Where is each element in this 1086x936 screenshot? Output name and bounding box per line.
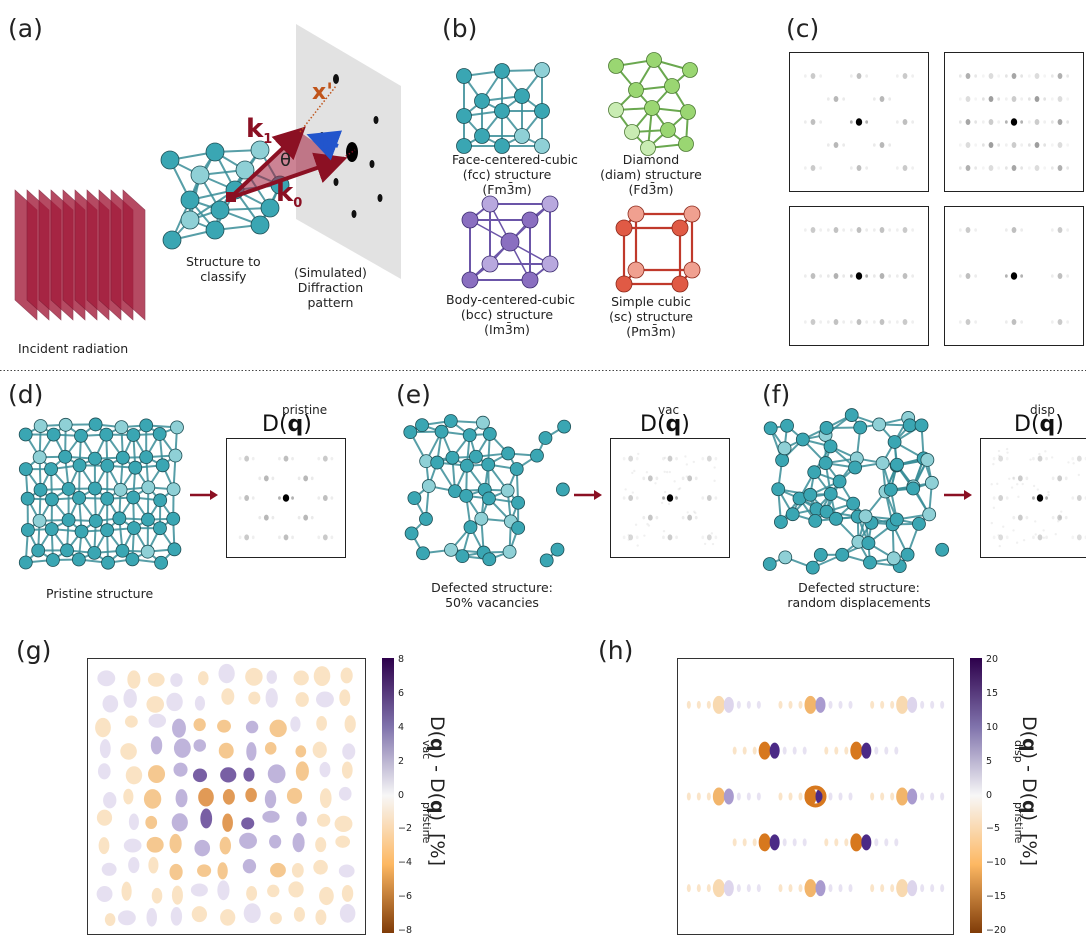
displacement-structure xyxy=(762,408,950,575)
d-pristine-label: D(q) xyxy=(262,412,312,437)
panel-label-h: (h) xyxy=(598,636,634,665)
diffraction-diam xyxy=(944,52,1084,192)
sc-structure xyxy=(615,205,701,293)
panel-label-c: (c) xyxy=(786,14,820,43)
colorbar-h xyxy=(970,658,982,933)
d-disp-sup: disp xyxy=(1030,403,1055,417)
incident-radiation-caption: Incident radiation xyxy=(18,341,129,356)
arrow-d xyxy=(190,490,218,500)
theta-label: θ xyxy=(280,150,292,171)
vacancy-structure xyxy=(403,414,572,568)
pattern-caption: (Simulated) Diffraction pattern xyxy=(294,265,367,310)
diamond-structure xyxy=(608,52,698,156)
colorbar-tick: −6 xyxy=(398,891,413,903)
heatmap-vac xyxy=(87,658,366,935)
panel-label-a: (a) xyxy=(8,14,43,43)
arrow-e xyxy=(574,490,602,500)
xprime-label: x' xyxy=(312,80,333,105)
colorbar-tick: −2 xyxy=(398,823,413,835)
colorbar-tick: −20 xyxy=(986,925,1007,936)
diffraction-fcc xyxy=(789,52,929,192)
colorbar-tick: 10 xyxy=(986,721,999,733)
diffraction-vac xyxy=(610,438,730,558)
colorbar-tick: −15 xyxy=(986,891,1007,903)
diffraction-sc xyxy=(944,206,1084,346)
bcc-caption: Body-centered-cubic (bcc) structure (Im3̄m… xyxy=(446,292,575,337)
colorbar-g-label: D(q) - D(q) [%] vac pristine xyxy=(420,716,448,867)
panel-label-d: (d) xyxy=(8,380,44,409)
k1-label: k1 xyxy=(246,114,273,148)
displacement-caption: Defected structure: random displacements xyxy=(787,580,931,610)
fcc-caption: Face-centered-cubic (fcc) structure (Fm3̄m… xyxy=(452,152,578,197)
colorbar-h-label: D(q) - D(q) [%] disp pristine xyxy=(1012,716,1040,867)
colorbar-tick: 2 xyxy=(398,755,405,767)
arrow-f xyxy=(944,490,972,500)
pristine-structure xyxy=(18,417,184,570)
diffraction-bcc xyxy=(789,206,929,346)
colorbar-tick: 15 xyxy=(986,687,999,699)
colorbar-tick: 8 xyxy=(398,654,405,665)
panel-label-e: (e) xyxy=(396,380,431,409)
bcc-structure xyxy=(461,195,559,289)
colorbar-g xyxy=(382,658,394,933)
wave-vectors xyxy=(226,85,356,202)
vacancy-caption: Defected structure: 50% vacancies xyxy=(431,580,553,610)
panel-label-g: (g) xyxy=(16,636,52,665)
d-disp-label: D(q) xyxy=(1014,412,1064,437)
colorbar-tick: −8 xyxy=(398,925,413,936)
colorbar-tick: 5 xyxy=(986,755,993,767)
colorbar-tick: 4 xyxy=(398,721,405,733)
section-separator xyxy=(0,370,1086,371)
panel-label-b: (b) xyxy=(442,14,478,43)
colorbar-tick: 20 xyxy=(986,654,999,665)
colorbar-tick: −10 xyxy=(986,857,1007,869)
diffraction-pristine xyxy=(226,438,346,558)
q-label: q xyxy=(318,130,334,155)
d-vac-sup: vac xyxy=(658,403,680,417)
panel-label-f: (f) xyxy=(762,380,791,409)
heatmap-disp xyxy=(677,658,954,935)
structure-caption: Structure to classify xyxy=(186,254,261,284)
k0-label: k0 xyxy=(276,178,303,212)
d-pristine-sup: pristine xyxy=(282,403,328,417)
fcc-structure xyxy=(456,62,550,154)
colorbar-tick: 0 xyxy=(986,789,993,801)
incident-radiation-layers xyxy=(14,189,146,321)
colorbar-tick: −5 xyxy=(986,823,1001,835)
colorbar-tick: 6 xyxy=(398,687,405,699)
colorbar-tick: −4 xyxy=(398,857,413,869)
d-vac-label: D(q) xyxy=(640,412,690,437)
sc-caption: Simple cubic (sc) structure (Pm3̄m) xyxy=(609,294,693,339)
diffraction-disp xyxy=(980,438,1086,558)
pristine-caption: Pristine structure xyxy=(46,586,154,601)
diamond-caption: Diamond (diam) structure (Fd3̄m) xyxy=(600,152,702,197)
colorbar-tick: 0 xyxy=(398,789,405,801)
